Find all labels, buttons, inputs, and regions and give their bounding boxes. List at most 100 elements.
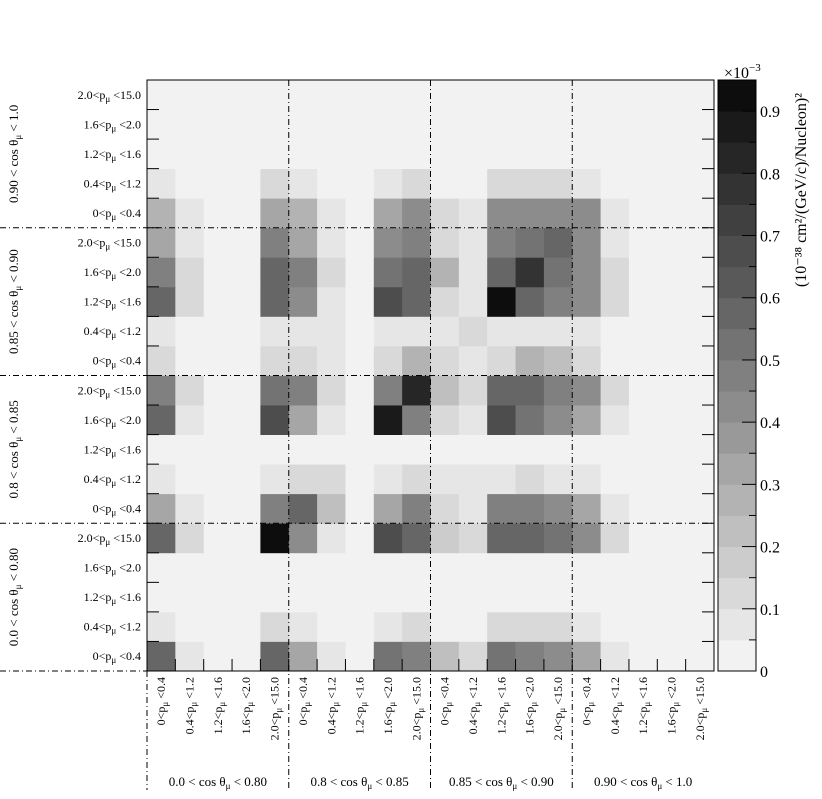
heatmap-cell <box>600 80 630 110</box>
heatmap-cell <box>600 109 630 140</box>
heatmap-cell <box>458 80 488 110</box>
x-tick-label: 2.0<pμ <15.0 <box>268 677 284 740</box>
heatmap-cell <box>572 286 601 317</box>
heatmap-cell <box>345 257 375 288</box>
heatmap-cell <box>657 168 687 199</box>
heatmap-cell <box>628 139 658 170</box>
heatmap-cell <box>430 286 460 317</box>
heatmap-cell <box>203 198 233 229</box>
heatmap-cell <box>317 345 346 376</box>
heatmap-cell <box>543 434 573 465</box>
heatmap-cell <box>345 523 375 554</box>
heatmap-cell <box>685 493 715 524</box>
heatmap-cell <box>260 611 290 642</box>
colorbar-label: (10⁻³⁸ cm²/(GeV/c)/Nucleon)² <box>793 93 810 287</box>
heatmap-cell <box>317 109 346 140</box>
y-group-labels: 0.0 < cos θμ < 0.80 0.8 < cos θμ < 0.85 0.… <box>6 105 23 647</box>
heatmap-cell <box>402 552 431 583</box>
heatmap-cell <box>175 198 205 229</box>
colorbar-swatch <box>718 515 756 547</box>
heatmap-cell <box>232 168 261 199</box>
heatmap-cell <box>487 139 516 170</box>
heatmap-cell <box>402 464 431 495</box>
heatmap-cell <box>288 227 318 258</box>
x-tick-label: 0<pμ <0.4 <box>296 677 312 725</box>
heatmap-cell <box>685 198 715 229</box>
heatmap-cell <box>657 375 687 406</box>
x-tick-label: 0.4<pμ <1.2 <box>466 677 482 734</box>
heatmap-cell <box>260 405 290 435</box>
heatmap-cell <box>458 611 488 642</box>
colorbar-exponent: ×10−3 <box>724 62 761 82</box>
heatmap-cell <box>600 552 630 583</box>
heatmap-cell <box>345 582 375 613</box>
colorbar-swatch <box>718 297 756 330</box>
y-tick-label: 1.2<pμ <1.6 <box>84 147 141 163</box>
x-tick-label: 2.0<pμ <15.0 <box>693 677 709 740</box>
heatmap-cell <box>402 434 431 465</box>
heatmap-cell <box>628 109 658 140</box>
heatmap-cell <box>572 552 601 583</box>
heatmap-cell <box>402 198 431 229</box>
heatmap-cell <box>260 286 290 317</box>
heatmap-cell <box>543 375 573 406</box>
heatmap-cell <box>260 434 290 465</box>
heatmap-cell <box>288 375 318 406</box>
y-tick-label: 2.0<pμ <15.0 <box>78 88 141 104</box>
heatmap-cell <box>345 345 375 376</box>
heatmap-cell <box>373 464 403 495</box>
colorbar-tick-label: 0.7 <box>760 229 780 246</box>
heatmap-cell <box>147 345 176 376</box>
colorbar-swatch <box>718 453 756 485</box>
heatmap-cell <box>685 375 715 406</box>
heatmap-cell <box>232 286 261 317</box>
heatmap-cell <box>515 198 545 229</box>
heatmap-cell <box>543 523 573 554</box>
heatmap-cell <box>203 464 233 495</box>
colorbar-tick-label: 0 <box>760 664 768 681</box>
x-tick-label: 1.2<pμ <1.6 <box>353 677 369 734</box>
heatmap-cell <box>175 227 205 258</box>
heatmap-cell <box>317 493 346 524</box>
colorbar-tick-label: 0.8 <box>760 166 780 183</box>
heatmap-cell <box>232 316 261 347</box>
y-tick-label: 1.6<pμ <2.0 <box>84 117 141 133</box>
colorbar-swatch <box>718 639 756 672</box>
heatmap-cell <box>572 227 601 258</box>
heatmap-cell <box>572 139 601 170</box>
heatmap-cell <box>260 109 290 140</box>
heatmap-cell <box>288 434 318 465</box>
heatmap-cell <box>288 405 318 435</box>
heatmap-cell <box>203 523 233 554</box>
colorbar-tick-label: 0.6 <box>760 291 780 308</box>
heatmap-cell <box>288 464 318 495</box>
heatmap-cell <box>203 552 233 583</box>
x-tick-label: 1.2<pμ <1.6 <box>494 677 510 734</box>
heatmap-cell <box>657 434 687 465</box>
heatmap-cell <box>572 257 601 288</box>
heatmap-cell <box>430 375 460 406</box>
heatmap-cell <box>317 611 346 642</box>
heatmap-cell <box>402 80 431 110</box>
heatmap-cell <box>232 641 261 672</box>
heatmap-cell <box>685 139 715 170</box>
heatmap-cell <box>175 641 205 672</box>
heatmap-cell <box>458 257 488 288</box>
heatmap-cell <box>317 375 346 406</box>
heatmap-cell <box>685 523 715 554</box>
heatmap-cell <box>345 641 375 672</box>
heatmap-cell <box>628 257 658 288</box>
heatmap-cell <box>402 227 431 258</box>
heatmap-cell <box>515 286 545 317</box>
heatmap-cell <box>572 345 601 376</box>
heatmap-cell <box>600 198 630 229</box>
heatmap-cell <box>685 434 715 465</box>
heatmap-cell <box>203 375 233 406</box>
heatmap-cell <box>288 493 318 524</box>
heatmap-cell <box>147 552 176 583</box>
heatmap-cell <box>685 611 715 642</box>
heatmap-cell <box>458 345 488 376</box>
heatmap-cell <box>288 611 318 642</box>
heatmap-cell <box>402 109 431 140</box>
heatmap-cell <box>175 375 205 406</box>
